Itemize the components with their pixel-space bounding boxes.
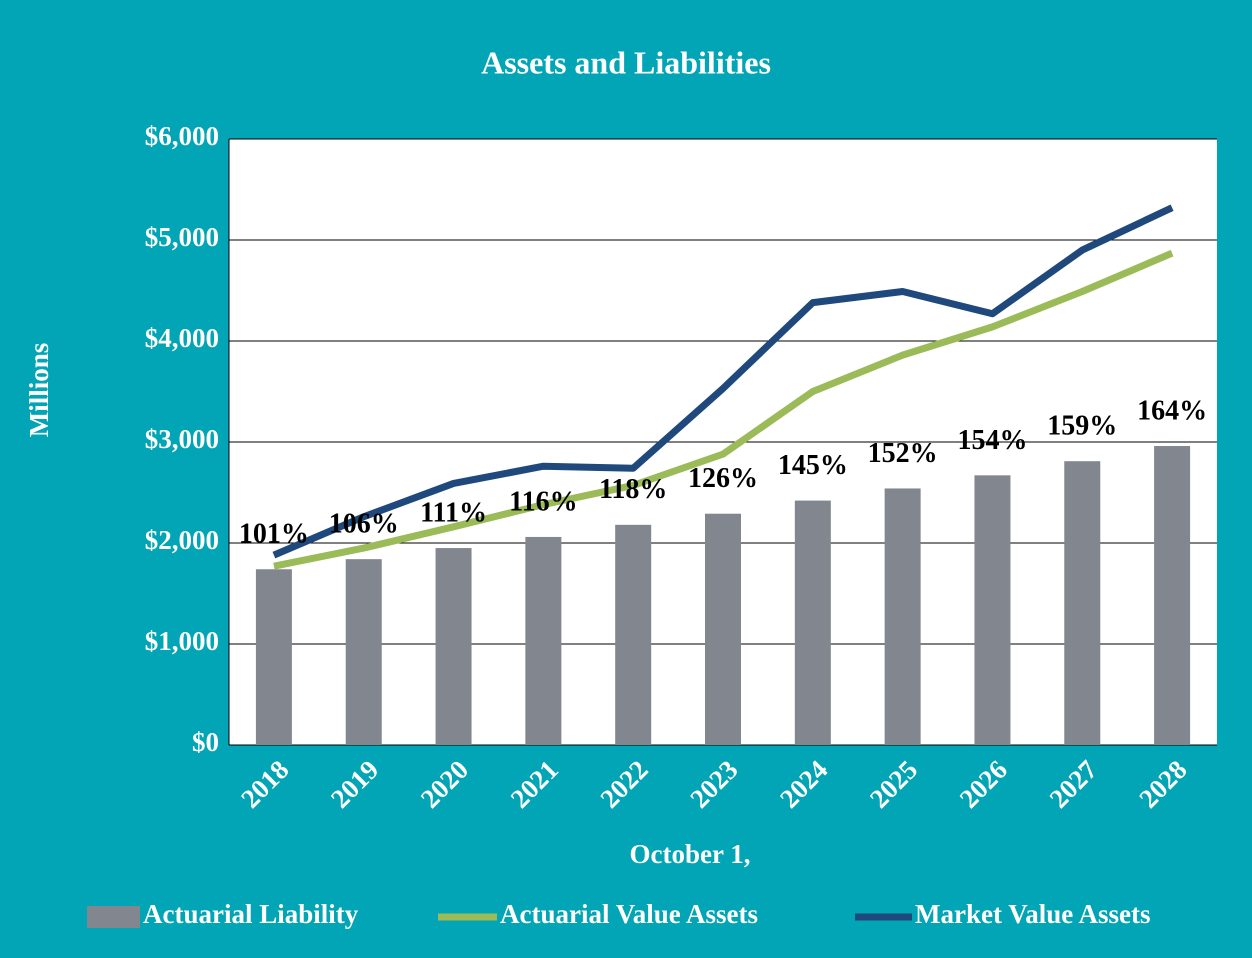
data-label: 106%	[329, 509, 399, 540]
data-label: 154%	[957, 425, 1027, 456]
y-tick-label: $1,000	[145, 626, 219, 656]
bar	[525, 536, 562, 745]
legend-label: Market Value Assets	[915, 899, 1151, 929]
legend-swatch	[87, 906, 140, 928]
y-axis-label: Millions	[24, 343, 54, 438]
data-label: 145%	[778, 450, 848, 481]
y-tick-label: $2,000	[145, 525, 219, 555]
x-tick-label: 2019	[325, 754, 384, 813]
x-tick-label: 2024	[774, 754, 833, 813]
data-label: 126%	[688, 463, 758, 494]
bar	[794, 500, 831, 745]
data-label: 159%	[1047, 411, 1117, 442]
data-label: 116%	[509, 486, 577, 517]
data-label: 152%	[868, 438, 938, 469]
x-tick-label: 2023	[684, 754, 743, 813]
x-tick-label: 2026	[954, 754, 1013, 813]
x-tick-label: 2025	[864, 754, 923, 813]
x-tick-label: 2021	[505, 754, 564, 813]
data-label: 111%	[420, 497, 487, 528]
bar	[974, 475, 1011, 745]
x-tick-label: 2018	[235, 754, 294, 813]
y-tick-label: $0	[192, 727, 219, 757]
data-label: 118%	[599, 474, 667, 505]
bar	[705, 513, 741, 745]
chart-title: Assets and Liabilities	[481, 44, 771, 80]
x-tick-label: 2027	[1044, 754, 1103, 813]
x-tick-label: 2020	[415, 754, 474, 813]
y-tick-label: $5,000	[145, 222, 219, 252]
x-axis-label: October 1,	[630, 839, 751, 869]
bar	[1154, 446, 1191, 745]
y-tick-label: $4,000	[145, 323, 219, 353]
bar	[345, 559, 382, 745]
x-tick-label: 2028	[1133, 754, 1192, 813]
bar	[884, 488, 921, 745]
data-label: 164%	[1137, 395, 1207, 426]
line	[272, 204, 1174, 559]
x-tick-label: 2022	[594, 754, 653, 813]
bar	[615, 524, 652, 745]
legend-label: Actuarial Value Assets	[500, 899, 758, 929]
bar	[435, 548, 472, 745]
legend-label: Actuarial Liability	[143, 899, 359, 929]
y-tick-label: $3,000	[145, 424, 219, 454]
data-label: 101%	[239, 519, 309, 550]
y-tick-label: $6,000	[145, 121, 219, 151]
line	[273, 249, 1174, 570]
bar	[1064, 461, 1101, 745]
bar	[255, 569, 292, 745]
